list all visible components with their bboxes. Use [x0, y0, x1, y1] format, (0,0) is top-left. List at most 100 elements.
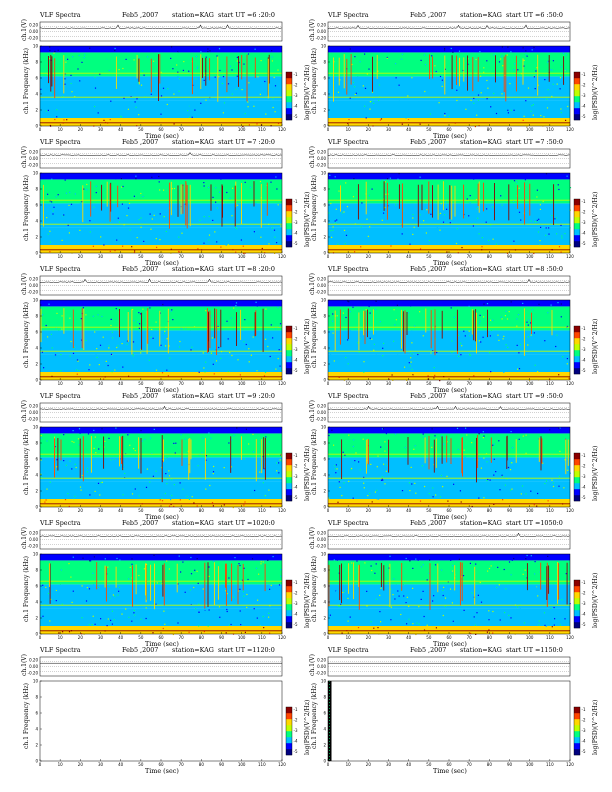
spectrogram-cell [332, 229, 334, 231]
spectrogram-cell [349, 209, 351, 211]
spectrogram-cell [119, 210, 121, 212]
spectrogram-cell [395, 319, 397, 321]
spectrogram-cell [88, 309, 90, 311]
spectrogram-cells [40, 173, 283, 254]
time-tick-label: 50 [138, 762, 144, 767]
freq-tick-label: 10 [321, 297, 327, 302]
spectrogram-cell [54, 446, 56, 448]
spectrogram-cell [381, 476, 383, 478]
colorbar-segment [574, 344, 580, 351]
spectrogram-cell [197, 325, 199, 327]
spectrogram-cell [265, 338, 267, 340]
frequency-axis-label: ch.1 Frequency (kHz) [23, 429, 30, 495]
spectrogram-cell [511, 488, 513, 490]
spectrogram-cell [111, 623, 113, 625]
spectrogram-cell [111, 331, 113, 333]
spectrogram-cell [280, 125, 282, 127]
time-tick-label: 100 [526, 254, 534, 259]
spectrogram-cell [416, 631, 418, 633]
spectrogram-cell [268, 441, 270, 443]
spectrogram-cell [203, 79, 205, 81]
spectrogram-cell [471, 592, 473, 594]
spectrogram-cell [263, 627, 265, 629]
spectrogram-cell [510, 462, 512, 464]
spectrogram-cell [166, 103, 168, 106]
frequency-axis-label: ch.1 Frequency (kHz) [23, 48, 30, 114]
spectrogram-cell [165, 345, 167, 347]
spectrogram-cell [545, 234, 547, 236]
spectrogram-cell [271, 177, 273, 179]
spectrogram-cell [377, 455, 379, 457]
spectrogram-cell [460, 342, 462, 344]
spectrogram-cell [497, 566, 499, 568]
spectrogram-cell [429, 301, 431, 303]
spectrogram-cell [445, 205, 447, 207]
spectrogram-cell [566, 363, 568, 365]
colorbar-segment [574, 102, 580, 109]
colorbar-tick-label: -2 [582, 210, 586, 215]
spectrogram-cell [51, 91, 53, 93]
spectrogram-cell [70, 222, 72, 224]
spectrum-panel: VLF Spectra Feb5 ,2007 station=KAG start UT… [20, 137, 311, 267]
panel-title: VLF Spectra [40, 646, 81, 654]
colorbar-segment [286, 332, 292, 339]
spectrogram-cell [506, 318, 509, 320]
spectrogram-cell [69, 191, 71, 193]
time-tick-label: 10 [58, 635, 64, 640]
spectrogram-cell [236, 60, 238, 62]
frequency-band [328, 433, 570, 458]
colorbar-tick-label: -1 [294, 199, 298, 204]
spectrogram-cell [122, 67, 124, 70]
spectrogram-cell [379, 179, 382, 181]
spectrogram-cell [501, 55, 503, 57]
spectrogram-cell [451, 190, 453, 192]
spectrogram-cell [117, 594, 119, 596]
panel-title: VLF Spectra [328, 11, 369, 19]
spectrogram-cell [526, 55, 528, 57]
spectrogram-cell [272, 106, 274, 109]
spectrogram-cell [49, 58, 51, 60]
spectrogram-cell [379, 348, 381, 350]
freq-tick-label: 2 [323, 615, 326, 620]
spectrogram-cell [523, 65, 525, 67]
spectrogram-cell [87, 433, 90, 435]
spectrogram-cell [112, 443, 114, 445]
spectrogram-cell [443, 443, 445, 445]
colorbar-tick-label: -1 [294, 453, 298, 458]
spectrogram-cell [96, 356, 98, 358]
spectrogram-cell [135, 178, 137, 180]
colorbar-segment [574, 707, 580, 714]
spectrogram-cell [61, 239, 63, 241]
colorbar-segment [574, 604, 580, 611]
time-tick-label: 10 [346, 381, 352, 386]
spectrogram-cell [421, 465, 423, 467]
spectrogram-cell [239, 564, 241, 567]
spectrogram-cell [395, 77, 397, 79]
spectrogram-cell [387, 582, 389, 584]
spectrogram-cell [475, 233, 477, 235]
spectrogram-cell [562, 209, 564, 211]
spectrogram-cell [49, 481, 51, 483]
spectrogram-cell [536, 189, 538, 191]
spectrogram-cell [162, 458, 164, 461]
colorbar-segment [574, 713, 580, 720]
spectrogram-cell [561, 378, 563, 380]
spectrogram-cell [412, 214, 414, 216]
spectrogram-cell [565, 245, 567, 248]
time-tick-label: 50 [426, 127, 432, 132]
spectrogram-cell [136, 98, 138, 100]
ch-tick-label: 0.00 [29, 283, 38, 288]
spectrogram-cell [195, 354, 197, 356]
spectrogram-cell [140, 192, 142, 195]
colorbar-segment [286, 707, 292, 714]
spectrogram-cell [527, 319, 530, 321]
spectrogram-cell [207, 625, 209, 627]
spectrogram-cell [117, 217, 119, 219]
spectrogram-cell [49, 444, 51, 446]
ch-tick-label: 0.00 [317, 156, 326, 161]
ch-tick-label: -0.20 [316, 416, 327, 421]
spectrogram-cell [502, 499, 504, 501]
spectrogram-cell [62, 631, 64, 633]
spectrogram-cell [456, 427, 459, 429]
spectrogram-cell [166, 478, 168, 481]
